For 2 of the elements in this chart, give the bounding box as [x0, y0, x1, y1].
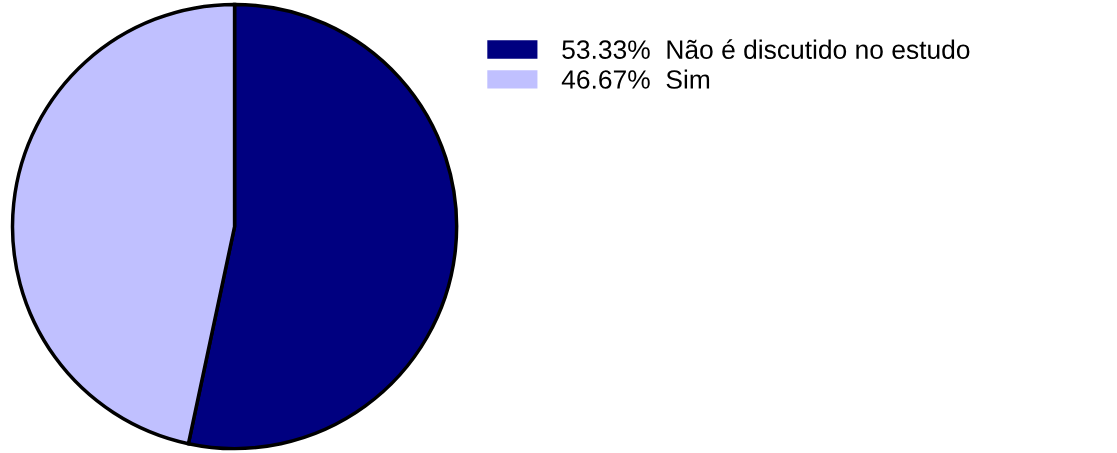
legend-label: 46.67% Sim — [561, 69, 710, 89]
legend-label: 53.33% Não é discutido no estudo — [562, 39, 970, 59]
